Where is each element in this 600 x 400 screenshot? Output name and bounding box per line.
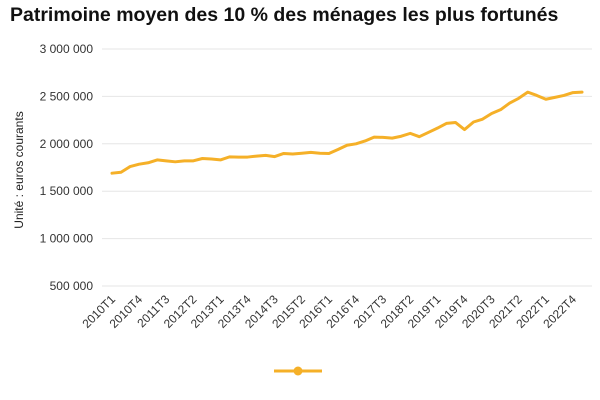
y-tick-label: 3 000 000: [40, 42, 94, 56]
y-axis-ticks: 500 000 1 000 000 1 500 000 2 000 000 2 500 …: [40, 42, 94, 293]
y-tick-label: 1 000 000: [40, 232, 94, 246]
y-tick-label: 500 000: [50, 279, 94, 293]
y-tick-label: 2 500 000: [40, 89, 94, 103]
y-axis-label: Unité : euros courants: [12, 111, 26, 228]
series-layer: [110, 90, 584, 175]
legend[interactable]: [274, 366, 322, 376]
legend-marker[interactable]: [293, 366, 303, 376]
series-line: [110, 90, 584, 175]
y-tick-label: 2 000 000: [40, 137, 94, 151]
gridlines: [102, 48, 592, 287]
y-tick-label: 1 500 000: [40, 184, 94, 198]
x-axis-ticks: 2010T12010T42011T32012T22013T12013T42014…: [79, 292, 579, 331]
chart-title: Patrimoine moyen des 10 % des ménages le…: [10, 4, 559, 26]
